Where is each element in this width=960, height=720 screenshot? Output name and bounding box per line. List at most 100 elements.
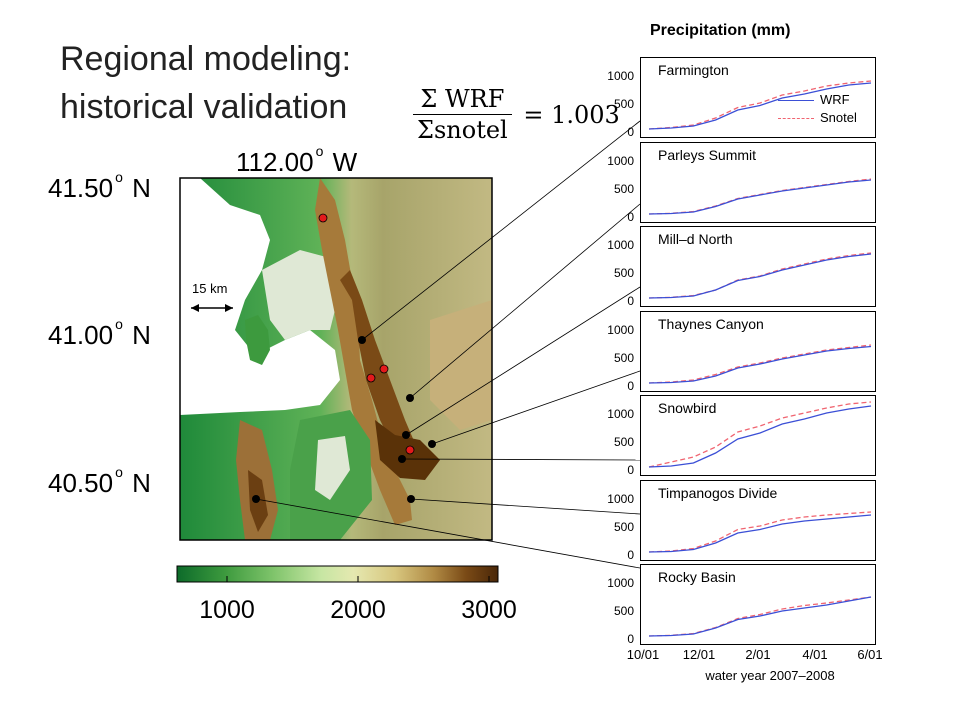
x-axis-label: water year 2007–2008 [705,668,835,683]
alt-site-marker [318,213,328,223]
y-tick-label: 500 [613,266,634,280]
site-markers [252,213,436,503]
site-marker [358,336,366,344]
elevation-colorbar [176,565,499,583]
connector-timpanogos [410,498,641,515]
snotel-line [648,596,872,637]
scale-arrow [191,304,233,312]
precip-plot [648,344,872,384]
formula-fraction: Σ WRF Σsnotel [413,84,512,145]
wrf-line [648,179,872,215]
precip-plot [648,80,872,130]
panel-station-name: Parleys Summit [658,147,757,163]
snotel-line [648,252,872,299]
lake-region [180,178,340,415]
y-tick-label: 0 [627,210,634,224]
wrf-line [648,596,872,637]
longitude-suffix: W [332,147,358,177]
wrf-line [648,514,872,553]
precip-plot [648,596,872,637]
latitude-label-2: 41.00 o N [48,316,151,351]
y-tick-label: 0 [627,125,634,139]
x-tick-label: 6/01 [857,647,883,662]
wrf-line [648,82,872,130]
latitude-value: 41.50 [48,173,114,203]
connector-farmington [361,120,641,341]
colorbar-ticks [226,576,490,582]
precip-panel: Thaynes Canyon [640,311,876,392]
site-marker [406,394,414,402]
connector-mill-d [405,286,641,436]
wasatch-range [315,178,412,525]
formula-denominator: Σsnotel [417,116,508,144]
legend-wrf-line [778,100,814,102]
eastern-plateau [430,300,492,430]
y-tick-label: 500 [613,97,634,111]
y-tick-label: 1000 [607,492,634,506]
y-tick-label: 500 [613,435,634,449]
panel-station-name: Farmington [658,62,729,78]
latitude-suffix: N [132,320,151,350]
slide-title-line1: Regional modeling: [60,40,352,78]
site-marker [407,495,415,503]
map-area [180,178,492,540]
y-tick-label: 1000 [607,576,634,590]
wrf-line [648,405,872,468]
wrf-line [648,345,872,384]
latitude-suffix: N [132,468,151,498]
degree-symbol: o [315,143,324,159]
precip-plot [648,511,872,553]
legend-snotel-label: Snotel [820,110,857,125]
latitude-label-1: 41.50 o N [48,169,151,204]
latitude-value: 40.50 [48,468,114,498]
precip-plot [648,401,872,468]
y-tick-label: 0 [627,632,634,646]
alt-site-marker [366,373,376,383]
precip-panel: Mill–d North [640,226,876,307]
map-frame [179,177,493,541]
slide-title-line2: historical validation [60,88,348,126]
y-tick-label: 1000 [607,407,634,421]
utah-lake [315,436,350,500]
panel-station-name: Thaynes Canyon [658,316,764,332]
ratio-formula: Σ WRF Σsnotel = 1.003 [413,84,620,145]
x-tick-label: 2/01 [745,647,771,662]
legend-snotel: Snotel [778,110,857,125]
island [245,315,270,365]
snotel-line [648,401,872,468]
snotel-line [648,511,872,553]
y-tick-label: 500 [613,182,634,196]
y-tick-label: 0 [627,548,634,562]
y-tick-label: 500 [613,520,634,534]
legend-wrf: WRF [778,92,850,107]
site-marker [252,495,260,503]
y-tick-label: 500 [613,351,634,365]
longitude-label: 112.00 o W [236,143,358,178]
degree-symbol: o [115,316,123,332]
latitude-suffix: N [132,173,151,203]
panel-station-name: Snowbird [658,400,717,416]
colorbar-label-1000: 1000 [199,596,255,624]
connector-snowbird [401,458,641,461]
y-tick-label: 0 [627,463,634,477]
precip-plot [648,178,872,215]
alt-site-marker [379,364,389,374]
site-marker [398,455,406,463]
legend-snotel-line [778,118,814,120]
precip-panel: Timpanogos Divide [640,480,876,561]
y-tick-label: 0 [627,294,634,308]
formula-numerator: Σ WRF [413,84,512,115]
alt-site-marker [405,445,415,455]
site-marker [428,440,436,448]
precip-plot [648,252,872,299]
y-tick-label: 1000 [607,69,634,83]
snotel-line [648,344,872,384]
precip-title: Precipitation (mm) [650,22,791,39]
degree-symbol: o [115,169,123,185]
y-tick-label: 0 [627,379,634,393]
connector-rocky-basin [255,498,641,569]
x-tick-label: 12/01 [682,647,716,662]
y-tick-label: 1000 [607,323,634,337]
longitude-value: 112.00 [236,147,314,177]
